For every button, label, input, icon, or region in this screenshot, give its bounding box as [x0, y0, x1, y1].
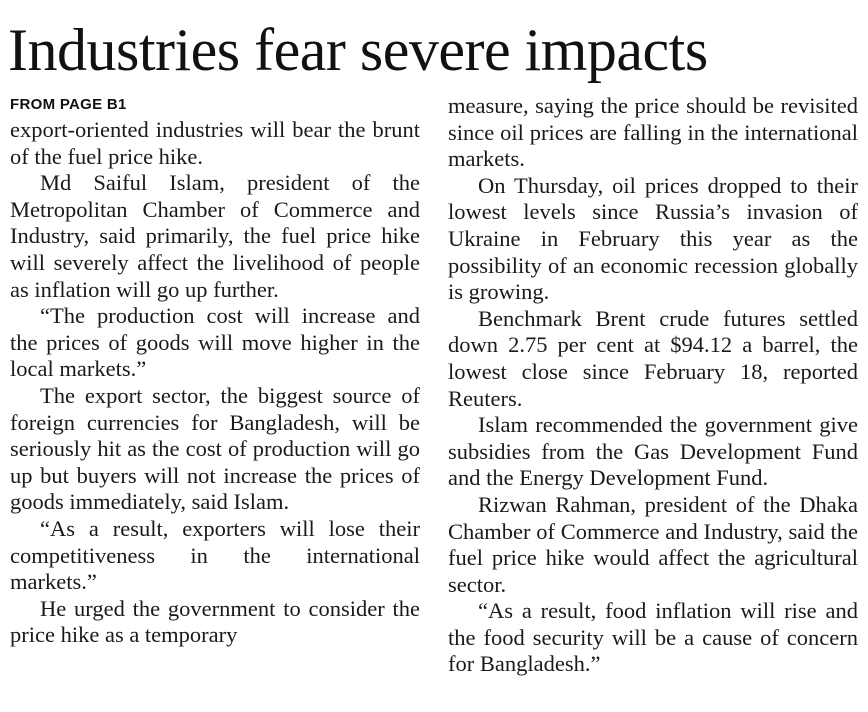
paragraph: Islam recommended the government give su… — [448, 412, 858, 491]
paragraph-continued: measure, saying the price should be revi… — [448, 93, 858, 172]
paragraph: The export sector, the biggest source of… — [10, 382, 420, 515]
continuation-kicker: FROM PAGE B1 — [10, 96, 127, 113]
paragraph: On Thursday, oil prices dropped to their… — [448, 172, 858, 305]
paragraph-continued: export-oriented industries will bear the… — [10, 117, 420, 169]
paragraph: He urged the government to consider the … — [10, 595, 420, 648]
article-column-left: FROM PAGE B1 export-oriented industries … — [10, 93, 420, 649]
paragraph: Rizwan Rahman, president of the Dhaka Ch… — [448, 491, 858, 597]
paragraph: “As a result, exporters will lose their … — [10, 515, 420, 595]
headline: Industries fear severe impacts — [8, 17, 708, 83]
paragraph: Benchmark Brent crude futures settled do… — [448, 305, 858, 411]
paragraph: “The production cost will increase and t… — [10, 303, 420, 382]
paragraph: Md Saiful Islam, president of the Metrop… — [10, 170, 420, 302]
article-column-right: measure, saying the price should be revi… — [448, 93, 858, 678]
paragraph: “As a result, food inflation will rise a… — [448, 598, 858, 677]
